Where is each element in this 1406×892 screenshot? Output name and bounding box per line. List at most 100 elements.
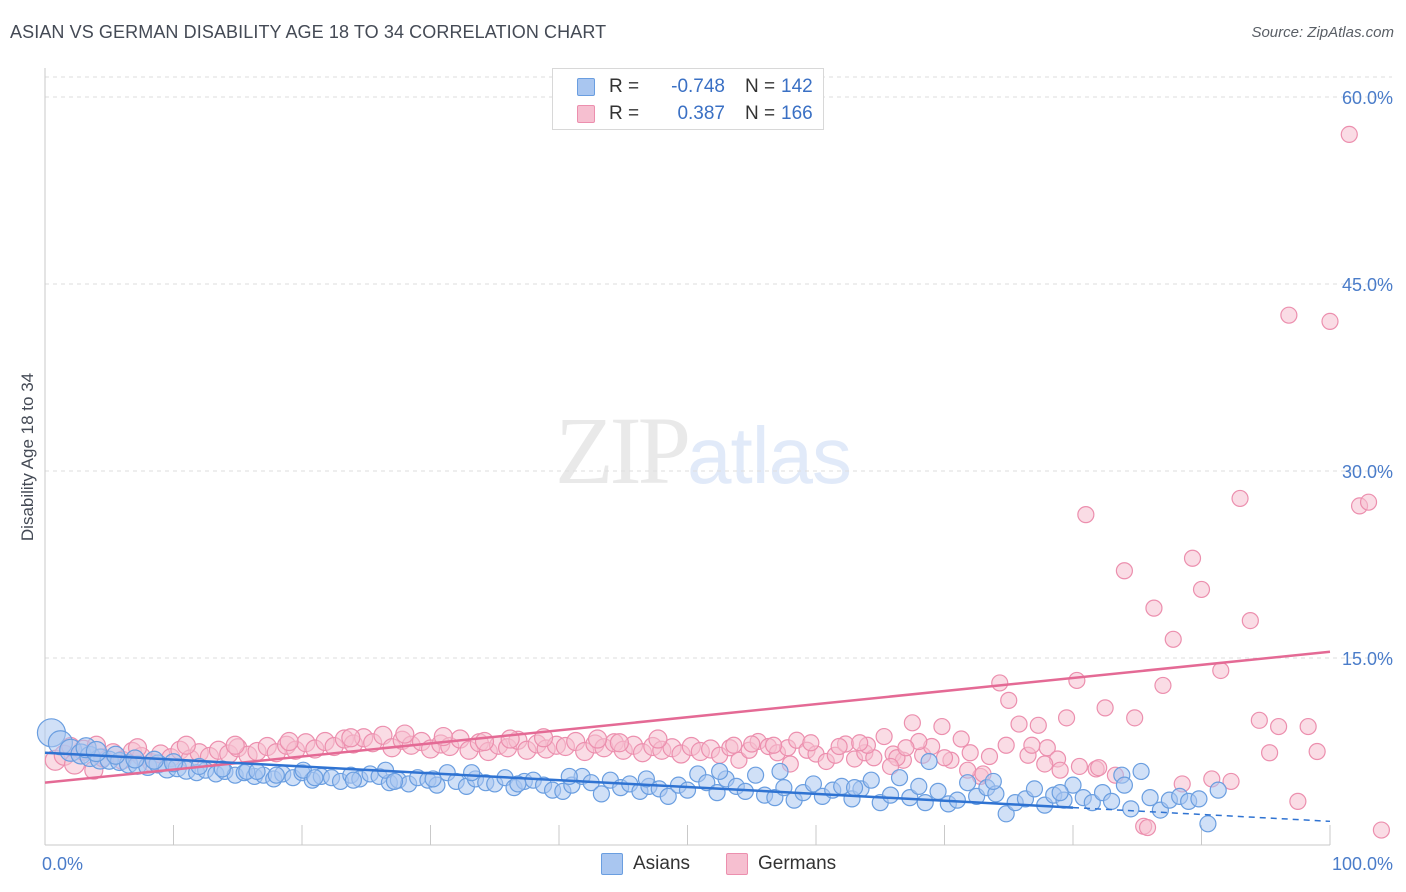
asian-point bbox=[463, 764, 481, 782]
german-point bbox=[1051, 761, 1069, 779]
asian-point bbox=[144, 750, 164, 770]
asian-point bbox=[678, 781, 697, 799]
asian-point bbox=[1141, 789, 1159, 807]
german-point bbox=[1023, 736, 1041, 754]
asian-point bbox=[509, 775, 527, 793]
german-point bbox=[1010, 715, 1028, 733]
german-point bbox=[500, 729, 520, 749]
asian-point bbox=[385, 772, 404, 791]
asian-point bbox=[248, 762, 266, 781]
german-point bbox=[1126, 709, 1144, 727]
german-point bbox=[1070, 757, 1089, 776]
german-point bbox=[1261, 744, 1279, 762]
asian-point bbox=[845, 779, 864, 797]
german-point bbox=[1057, 709, 1076, 727]
asian-point bbox=[910, 777, 928, 796]
asian-point bbox=[1051, 784, 1069, 802]
x-tick-label: 100.0% bbox=[1332, 854, 1393, 874]
german-trend-line bbox=[44, 650, 1331, 784]
german-point bbox=[1269, 717, 1288, 736]
german-point bbox=[1192, 580, 1211, 599]
asian-point bbox=[424, 770, 442, 788]
german-point bbox=[952, 730, 970, 748]
y-tick-label: 15.0% bbox=[1342, 649, 1393, 669]
asian-point bbox=[1064, 776, 1082, 794]
asian-point bbox=[862, 771, 880, 789]
german-point bbox=[176, 735, 196, 755]
german-point bbox=[1250, 711, 1268, 729]
german-point bbox=[341, 728, 361, 748]
asian-point bbox=[1102, 792, 1121, 810]
asian-point bbox=[920, 752, 938, 771]
german-point bbox=[1000, 691, 1018, 709]
legend-r-value: 0.387 bbox=[677, 103, 725, 124]
y-tick-label: 45.0% bbox=[1342, 275, 1393, 295]
german-point bbox=[730, 751, 748, 769]
asian-point bbox=[592, 785, 611, 803]
bottom-swatch-germans bbox=[726, 853, 748, 875]
german-point bbox=[1340, 125, 1358, 143]
german-point bbox=[897, 739, 915, 757]
german-point bbox=[225, 735, 245, 755]
y-tick-label: 60.0% bbox=[1342, 88, 1393, 108]
german-point bbox=[648, 729, 668, 749]
asian-point bbox=[747, 766, 765, 784]
german-point bbox=[935, 749, 954, 767]
german-point bbox=[1096, 699, 1114, 717]
german-point bbox=[609, 733, 629, 753]
asian-point bbox=[916, 794, 934, 812]
asian-point bbox=[85, 740, 108, 763]
german-point bbox=[279, 731, 299, 752]
asian-point bbox=[1122, 800, 1140, 818]
german-point bbox=[1077, 506, 1095, 524]
german-point bbox=[1036, 755, 1054, 773]
german-point bbox=[1321, 312, 1339, 330]
german-point bbox=[1359, 493, 1378, 511]
german-point bbox=[1241, 611, 1259, 630]
german-point bbox=[980, 747, 999, 766]
german-point bbox=[991, 674, 1009, 692]
german-point bbox=[1289, 792, 1307, 810]
asian-point bbox=[959, 774, 977, 792]
german-point bbox=[1090, 759, 1108, 777]
german-point bbox=[1372, 821, 1391, 839]
german-point bbox=[764, 736, 783, 754]
legend-row-germans: R = 0.387 N = 166 bbox=[577, 102, 813, 126]
bottom-legend-germans-label: Germans bbox=[758, 853, 837, 874]
legend-r-label: R = bbox=[609, 76, 640, 97]
german-point bbox=[725, 736, 743, 754]
asian-point bbox=[711, 762, 729, 781]
german-point bbox=[933, 717, 951, 736]
german-point bbox=[474, 731, 495, 752]
german-point bbox=[587, 729, 608, 749]
german-point bbox=[1029, 716, 1047, 734]
asian-point bbox=[659, 787, 677, 805]
german-point bbox=[830, 737, 848, 756]
legend-n-value: 166 bbox=[781, 103, 813, 124]
german-point bbox=[1280, 306, 1298, 324]
german-point bbox=[1231, 489, 1249, 508]
stats-legend: R = -0.748 N = 142 R = 0.387 N = 166 bbox=[552, 68, 824, 130]
german-point bbox=[743, 735, 761, 753]
chart-title: ASIAN VS GERMAN DISABILITY AGE 18 TO 34 … bbox=[10, 22, 607, 42]
german-point bbox=[1212, 661, 1230, 680]
bottom-legend-germans: Germans bbox=[726, 852, 836, 876]
german-point bbox=[1145, 599, 1163, 617]
asian-point bbox=[997, 805, 1015, 823]
german-point bbox=[903, 714, 921, 732]
german-point bbox=[1299, 717, 1317, 736]
asian-point bbox=[637, 770, 655, 788]
asian-point bbox=[344, 771, 362, 789]
asian-point bbox=[1190, 790, 1208, 808]
legend-swatch-asians bbox=[577, 78, 595, 96]
legend-r-value: -0.748 bbox=[671, 76, 725, 97]
asian-point bbox=[881, 786, 900, 804]
legend-n-label: N = bbox=[745, 103, 776, 124]
german-point bbox=[997, 736, 1015, 754]
bottom-legend-asians-label: Asians bbox=[633, 853, 691, 874]
bottom-legend-asians: Asians bbox=[601, 852, 690, 876]
asian-point bbox=[1209, 781, 1227, 799]
asian-point bbox=[1132, 762, 1150, 781]
german-point bbox=[802, 734, 820, 752]
